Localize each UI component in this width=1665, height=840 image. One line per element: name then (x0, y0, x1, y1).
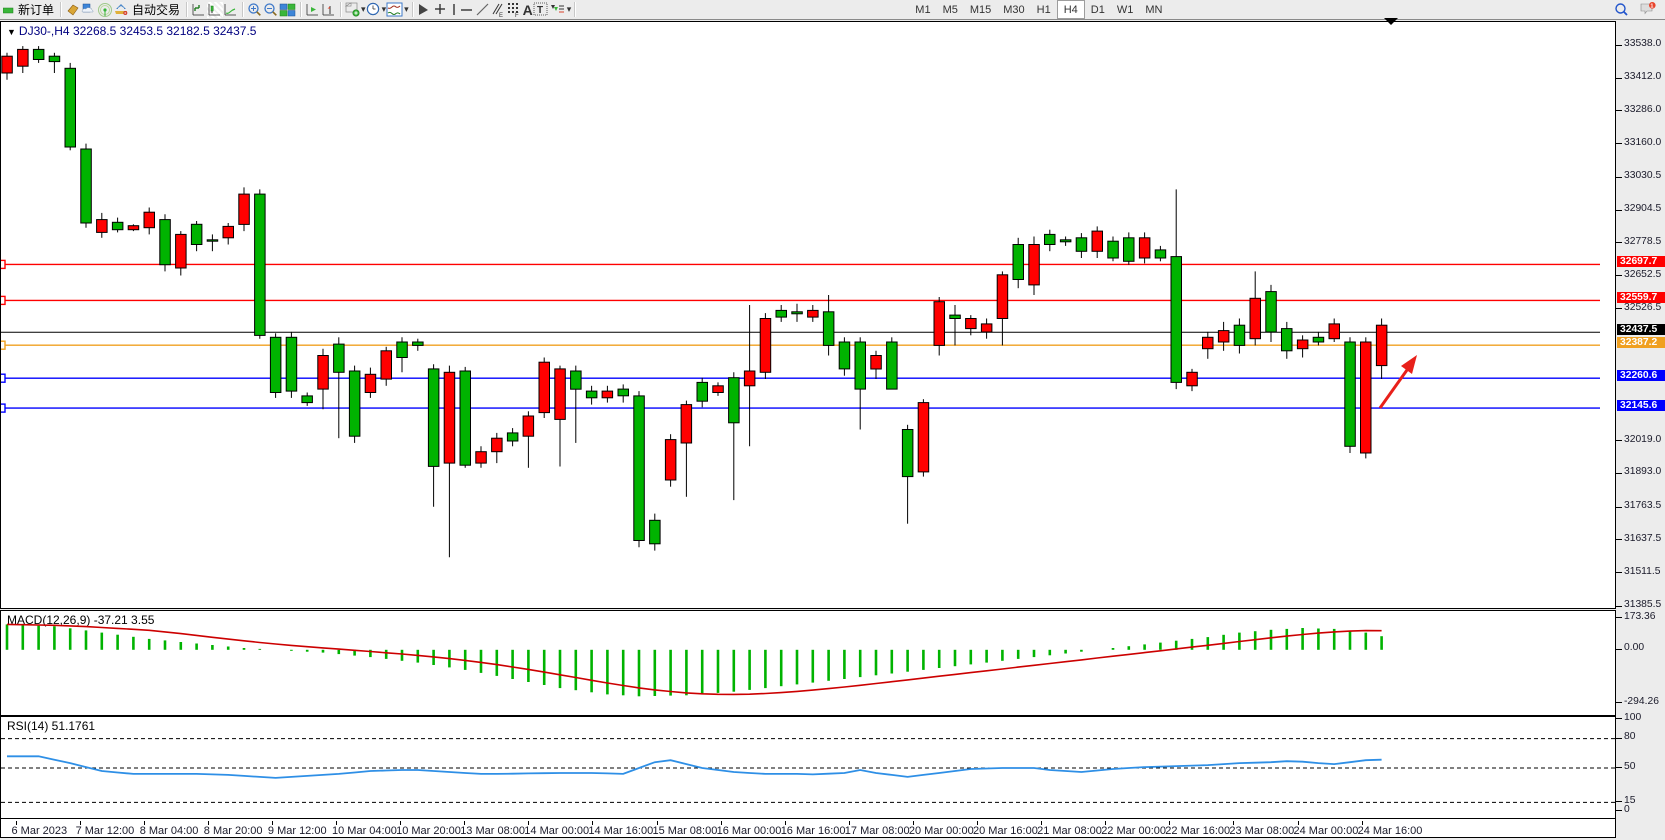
svg-text:E: E (499, 13, 503, 18)
svg-text:F: F (515, 13, 519, 18)
svg-text:T: T (537, 5, 543, 16)
svg-text:1: 1 (1650, 4, 1653, 10)
